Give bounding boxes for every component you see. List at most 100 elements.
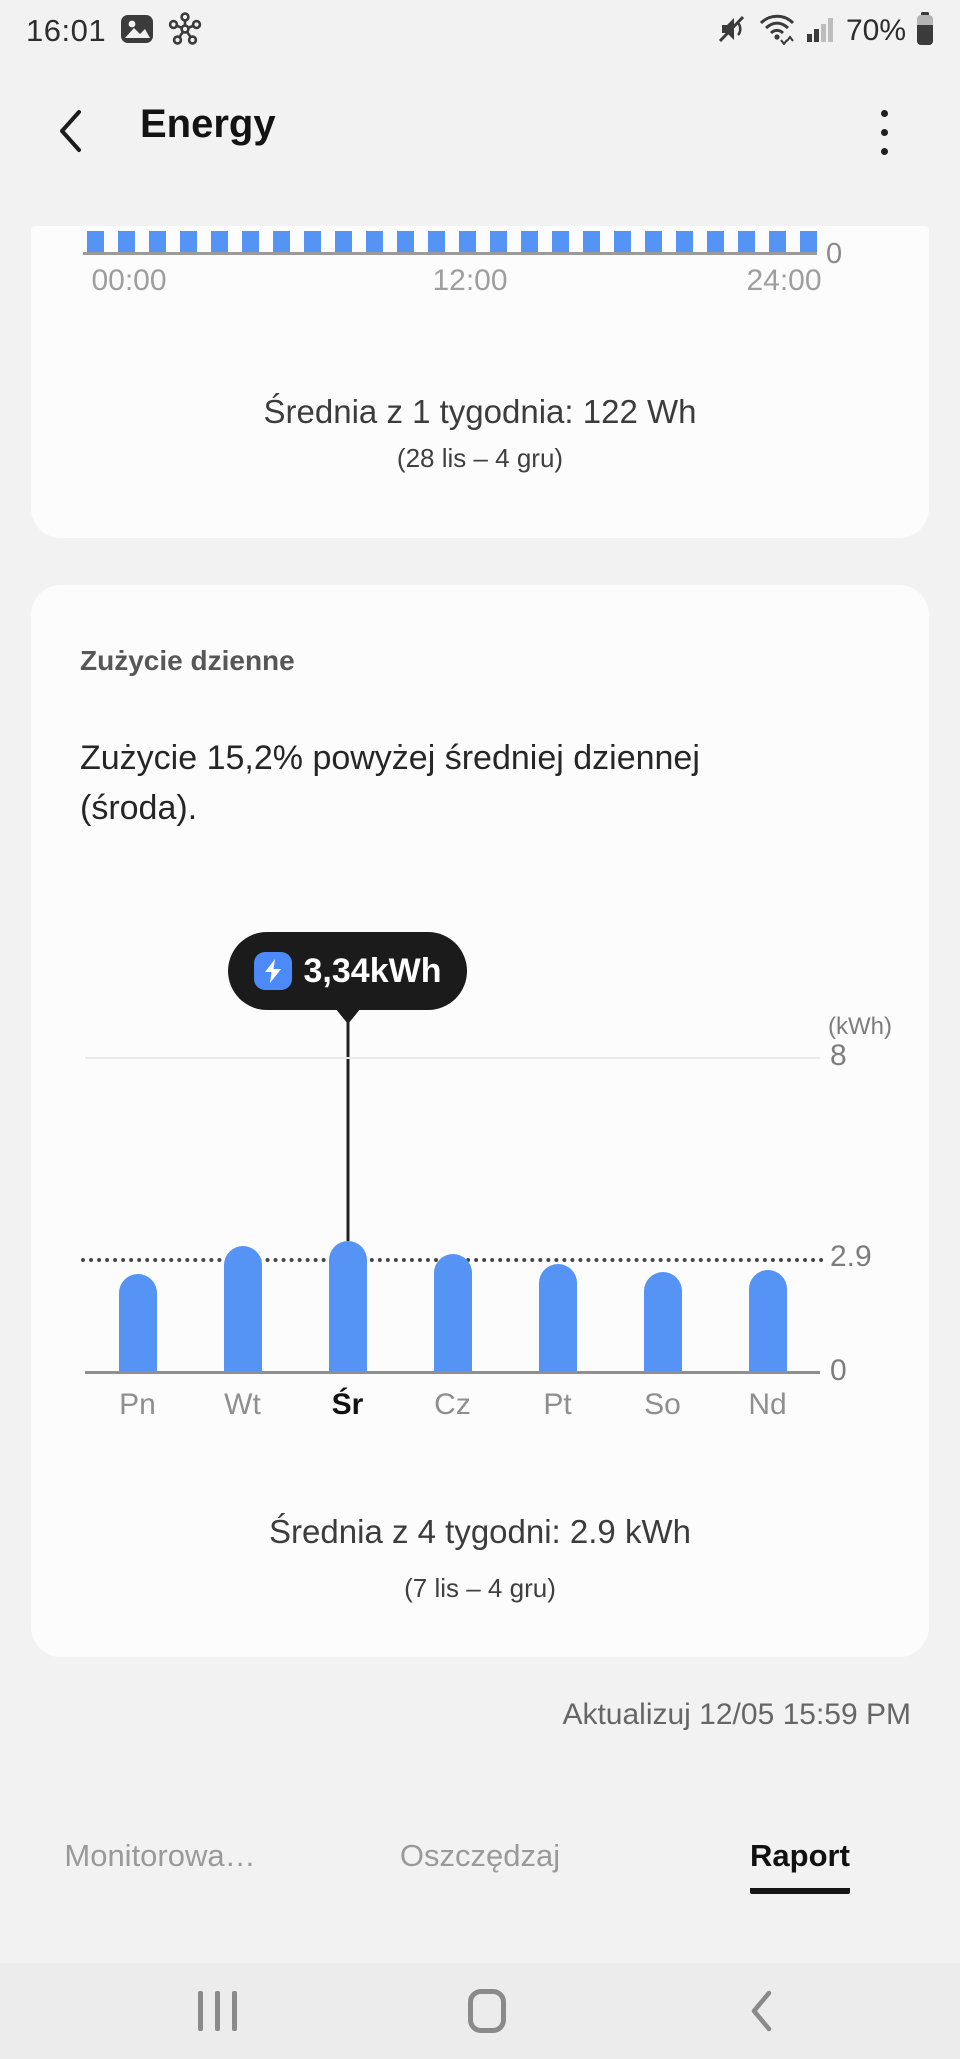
hourly-axis-line bbox=[83, 252, 817, 255]
weekly-average-date-range: (28 lis – 4 gru) bbox=[396, 443, 564, 473]
home-icon bbox=[468, 1989, 506, 2033]
weekly-average-text: Średnia z 1 tygodnia: 122 Wh bbox=[263, 393, 697, 430]
tab-oszczedzaj[interactable]: Oszczędzaj bbox=[320, 1838, 640, 1894]
battery-icon bbox=[916, 11, 934, 51]
x-tick-2400: 24:00 bbox=[746, 264, 822, 297]
daily-bar-chart: Pn Wt Śr Cz Pt So Nd bbox=[81, 1057, 824, 1421]
battery-percent: 70% bbox=[845, 14, 906, 47]
recents-icon bbox=[197, 1991, 237, 2031]
hour-bar[interactable] bbox=[242, 231, 259, 253]
insight-line-2: (środa). bbox=[80, 789, 198, 827]
clock: 16:01 bbox=[26, 13, 107, 48]
home-button[interactable] bbox=[442, 1963, 532, 2059]
selected-bar-tooltip: 3,34kWh bbox=[227, 932, 468, 1010]
day-bar-Pn[interactable] bbox=[118, 1273, 157, 1372]
hour-bar[interactable] bbox=[273, 231, 290, 253]
hour-bar[interactable] bbox=[180, 231, 197, 253]
day-bar-So[interactable] bbox=[643, 1271, 682, 1372]
day-bar-Cz[interactable] bbox=[433, 1254, 472, 1372]
tab-raport[interactable]: Raport bbox=[640, 1838, 960, 1894]
app-header: Energy bbox=[0, 62, 960, 200]
hour-bar[interactable] bbox=[397, 231, 414, 253]
hour-bar[interactable] bbox=[459, 231, 476, 253]
hour-bar[interactable] bbox=[87, 231, 104, 253]
day-label-Śr: Śr bbox=[331, 1388, 364, 1421]
x-tick-1200: 12:00 bbox=[432, 264, 508, 297]
hourly-x-axis: 00:00 12:00 24:00 bbox=[87, 264, 821, 300]
smartthings-hub-notification-icon bbox=[168, 11, 202, 51]
hour-bar[interactable] bbox=[366, 231, 383, 253]
daily-usage-card: Zużycie dzienne Zużycie 15,2% powyżej śr… bbox=[31, 585, 929, 1657]
hour-bar[interactable] bbox=[211, 231, 228, 253]
back-button[interactable] bbox=[44, 100, 96, 162]
x-tick-0000: 00:00 bbox=[91, 264, 167, 297]
day-bar-Wt[interactable] bbox=[223, 1246, 262, 1372]
tab-monitorowanie[interactable]: Monitorowa… bbox=[0, 1838, 320, 1894]
section-label: Zużycie dzienne bbox=[80, 645, 295, 676]
navigate-back-button[interactable] bbox=[716, 1963, 806, 2059]
hour-bar[interactable] bbox=[707, 231, 724, 253]
hourly-bars bbox=[87, 230, 817, 253]
hour-bar[interactable] bbox=[738, 231, 755, 253]
day-bars: Pn Wt Śr Cz Pt So Nd bbox=[85, 1058, 820, 1421]
gallery-notification-icon bbox=[120, 14, 154, 49]
hour-bar[interactable] bbox=[800, 231, 817, 253]
system-navigation-bar bbox=[0, 1963, 960, 2059]
day-slot-Wt: Wt bbox=[190, 1058, 295, 1421]
hour-bar[interactable] bbox=[335, 231, 352, 253]
day-bar-Śr[interactable] bbox=[328, 1240, 367, 1372]
hour-bar[interactable] bbox=[521, 231, 538, 253]
hour-bar[interactable] bbox=[490, 231, 507, 253]
y-tick-8: 8 bbox=[830, 1039, 847, 1072]
wifi-icon bbox=[758, 13, 796, 50]
monthly-average-text: Średnia z 4 tygodni: 2.9 kWh bbox=[269, 1513, 691, 1550]
hour-bar[interactable] bbox=[149, 231, 166, 253]
day-slot-Nd: Nd bbox=[715, 1058, 820, 1421]
insight-line-1: Zużycie 15,2% powyżej średniej dziennej bbox=[80, 739, 700, 777]
tooltip-pointer bbox=[334, 1008, 361, 1024]
last-updated-refresh[interactable]: Aktualizuj 12/05 15:59 PM bbox=[0, 1698, 911, 1732]
hour-bar[interactable] bbox=[552, 231, 569, 253]
hour-bar[interactable] bbox=[769, 231, 786, 253]
day-slot-Pt: Pt bbox=[505, 1058, 610, 1421]
day-label-So: So bbox=[644, 1388, 681, 1421]
status-bar: 16:01 bbox=[0, 0, 960, 62]
hourly-bar-chart bbox=[87, 230, 817, 253]
day-label-Pt: Pt bbox=[543, 1388, 572, 1421]
gridline-8 bbox=[85, 1057, 820, 1059]
hour-bar[interactable] bbox=[583, 231, 600, 253]
status-bar-left: 16:01 bbox=[26, 11, 202, 51]
day-slot-Pn: Pn bbox=[85, 1058, 190, 1421]
day-label-Wt: Wt bbox=[224, 1388, 261, 1421]
tooltip-value: 3,34kWh bbox=[303, 951, 442, 990]
day-bar-Pt[interactable] bbox=[538, 1264, 577, 1372]
hourly-y-tick-0: 0 bbox=[826, 238, 843, 270]
cellular-signal-icon bbox=[806, 14, 836, 49]
back-icon bbox=[751, 1990, 772, 2032]
hour-bar[interactable] bbox=[428, 231, 445, 253]
hourly-usage-card: 0 00:00 12:00 24:00 Średnia z 1 tygodnia… bbox=[31, 226, 929, 538]
day-slot-Cz: Cz bbox=[400, 1058, 505, 1421]
day-label-Nd: Nd bbox=[748, 1388, 787, 1421]
hour-bar[interactable] bbox=[676, 231, 693, 253]
hour-bar[interactable] bbox=[118, 231, 135, 253]
day-label-Pn: Pn bbox=[119, 1388, 156, 1421]
energy-bolt-icon bbox=[253, 952, 292, 990]
page-title: Energy bbox=[140, 102, 276, 146]
mute-vibrate-icon bbox=[716, 13, 748, 50]
y-tick-0: 0 bbox=[830, 1354, 847, 1387]
day-label-Cz: Cz bbox=[434, 1388, 471, 1421]
bottom-tab-bar: Monitorowa… Oszczędzaj Raport bbox=[0, 1838, 960, 1894]
recents-button[interactable] bbox=[172, 1963, 262, 2059]
y-axis-unit-label: (kWh) bbox=[828, 1013, 892, 1040]
hour-bar[interactable] bbox=[614, 231, 631, 253]
day-slot-So: So bbox=[610, 1058, 715, 1421]
hour-bar[interactable] bbox=[645, 231, 662, 253]
day-slot-Śr: Śr bbox=[295, 1058, 400, 1421]
tooltip-connector-line bbox=[346, 1019, 349, 1241]
hour-bar[interactable] bbox=[304, 231, 321, 253]
more-options-button[interactable] bbox=[864, 102, 904, 162]
x-axis-line bbox=[85, 1371, 820, 1374]
day-bar-Nd[interactable] bbox=[748, 1270, 787, 1372]
